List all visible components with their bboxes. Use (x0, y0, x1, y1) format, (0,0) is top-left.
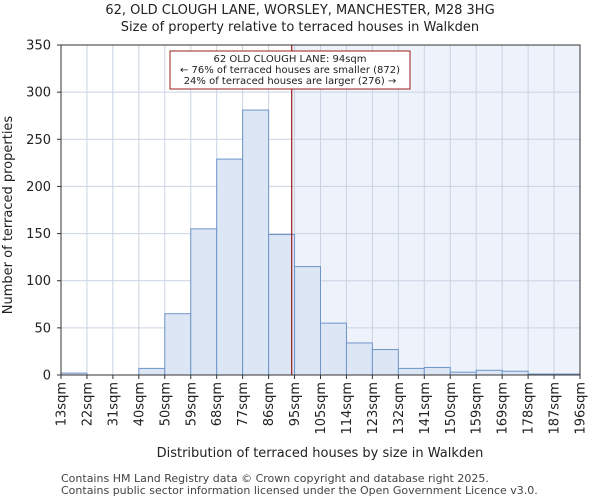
bar (501, 370, 529, 376)
y-tick-label: 100 (26, 274, 51, 289)
x-tick-label: 22sqm (80, 382, 95, 426)
x-tick-labels: 13sqm 22sqm 31sqm 40sqm 50sqm 59sqm 68sqm 77sqm… (55, 375, 589, 435)
bar (138, 367, 166, 376)
y-tick-label: 0 (43, 369, 51, 384)
y-tick-label: 250 (26, 133, 51, 148)
bar (294, 266, 321, 376)
y-tick-label: 350 (26, 39, 51, 54)
x-tick-label: 95sqm (288, 382, 303, 426)
x-tick-label: 132sqm (392, 382, 407, 435)
footer-line-1: Contains HM Land Registry data © Crown c… (61, 472, 489, 485)
x-tick-label: 40sqm (132, 382, 147, 426)
bar (475, 369, 503, 376)
x-tick-label: 159sqm (470, 382, 485, 435)
chart-subtitle: Size of property relative to terraced ho… (121, 20, 479, 35)
y-axis-label: Number of terraced properties (1, 116, 16, 315)
chart-title: 62, OLD CLOUGH LANE, WORSLEY, MANCHESTER… (105, 3, 494, 18)
x-tick-label: 86sqm (262, 382, 277, 426)
annotation-line-3: 24% of terraced houses are larger (276) … (184, 76, 397, 87)
x-tick-label: 50sqm (158, 382, 173, 426)
x-tick-label: 169sqm (496, 382, 511, 435)
x-tick-label: 68sqm (210, 382, 225, 426)
bar (397, 367, 425, 376)
x-tick-label: 31sqm (106, 382, 121, 426)
x-tick-label: 13sqm (55, 382, 70, 426)
bar (345, 342, 373, 376)
x-tick-label: 105sqm (314, 382, 329, 435)
bar (423, 366, 451, 376)
bars (60, 109, 581, 376)
x-tick-label: 59sqm (184, 382, 199, 426)
bar (216, 158, 244, 376)
footer-line-2: Contains public sector information licen… (61, 484, 538, 497)
bar (371, 349, 399, 376)
y-tick-label: 50 (34, 321, 51, 336)
bar (268, 234, 296, 376)
bar (190, 228, 218, 376)
x-tick-label: 178sqm (522, 382, 537, 435)
x-tick-label: 77sqm (236, 382, 251, 426)
bar (164, 313, 192, 376)
y-tick-label: 200 (26, 180, 51, 195)
y-tick-labels: 0 50 100 150 200 250 300 350 (26, 39, 61, 384)
highlight-region (291, 45, 580, 375)
y-tick-label: 300 (26, 86, 51, 101)
annotation-line-2: ← 76% of terraced houses are smaller (87… (180, 65, 400, 76)
x-tick-label: 123sqm (366, 382, 381, 435)
x-tick-label: 114sqm (340, 382, 355, 435)
x-tick-label: 187sqm (548, 382, 563, 435)
x-axis-label: Distribution of terraced houses by size … (157, 446, 484, 461)
x-tick-label: 141sqm (418, 382, 433, 435)
bar (320, 322, 347, 376)
bar (242, 109, 270, 376)
annotation-line-1: 62 OLD CLOUGH LANE: 94sqm (213, 54, 366, 65)
x-tick-label: 196sqm (574, 382, 589, 435)
y-tick-label: 150 (26, 227, 51, 242)
x-tick-label: 150sqm (444, 382, 459, 435)
annotation-box: 62 OLD CLOUGH LANE: 94sqm ← 76% of terra… (169, 50, 411, 90)
